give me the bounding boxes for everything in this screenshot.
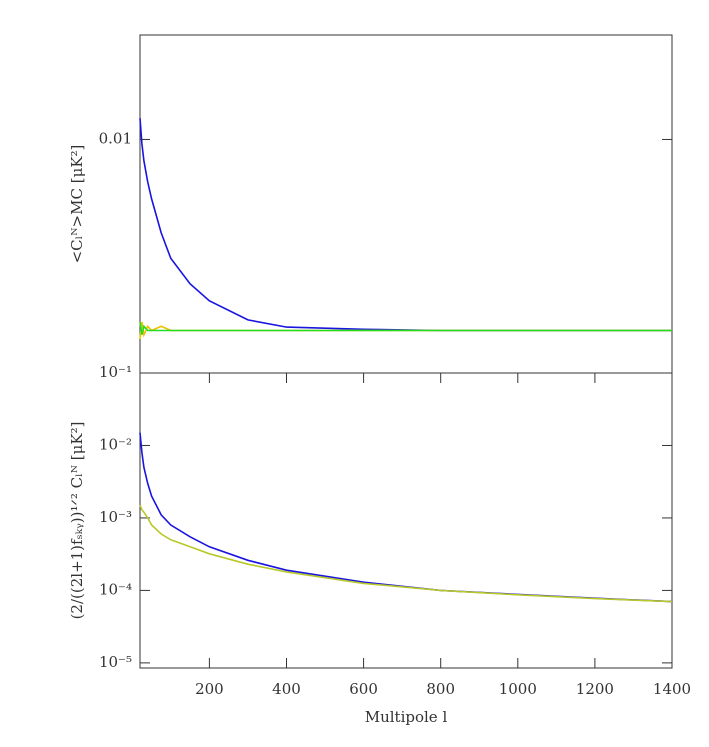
x-tick-label: 600 [349,680,378,698]
y-tick-label: 10⁻¹ [99,363,132,381]
y-tick-label: 10⁻² [99,435,132,453]
y-axis-label: <Cₗᴺ>MC [μK²] [68,145,86,264]
series-line [139,321,672,335]
x-tick-label: 1000 [499,680,537,698]
x-tick-label: 800 [426,680,455,698]
series-line [139,504,673,603]
x-axis-label: Multipole l [365,708,448,726]
series-line [139,118,672,332]
y-tick-label: 10⁻⁵ [99,653,132,671]
series-line [139,432,673,603]
plot-frame [139,372,673,669]
y-tick-label: 10⁻³ [99,508,132,526]
x-tick-label: 1400 [653,680,691,698]
x-tick-label: 200 [195,680,224,698]
y-tick-label: 0.01 [99,129,132,147]
y-axis-label: (2/((2l+1)fₛₖᵧ))¹ᐟ² Cₗᴺ [μK²] [68,422,86,620]
x-tick-label: 400 [272,680,301,698]
y-tick-label: 10⁻⁴ [99,580,132,598]
x-tick-label: 1200 [576,680,614,698]
plot-frame [139,34,673,374]
